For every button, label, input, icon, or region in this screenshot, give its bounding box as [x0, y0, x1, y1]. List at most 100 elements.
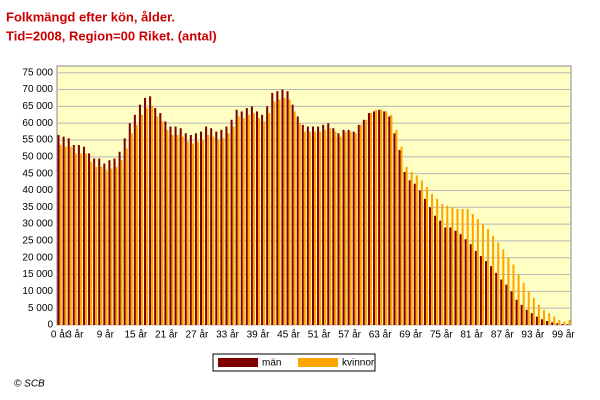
bar	[184, 133, 187, 325]
bar	[166, 129, 169, 325]
bar	[339, 136, 342, 325]
bar	[110, 168, 113, 325]
bar	[359, 124, 362, 325]
bar	[293, 111, 296, 325]
bar	[189, 134, 192, 325]
bar	[420, 180, 423, 325]
bar	[439, 220, 442, 325]
bar	[64, 146, 67, 325]
legend-swatch	[218, 358, 258, 367]
y-tick-label: 30 000	[22, 219, 53, 230]
bar	[151, 106, 154, 325]
bar	[456, 208, 459, 325]
bar	[212, 136, 215, 325]
x-tick-label: 33 år	[216, 329, 239, 341]
bar	[156, 116, 159, 325]
bar	[390, 114, 393, 325]
bar	[444, 227, 447, 325]
bar	[296, 116, 299, 325]
bar	[423, 198, 426, 325]
bar	[133, 114, 136, 325]
bar	[237, 116, 240, 325]
x-tick-label: 63 år	[369, 329, 392, 341]
bar	[115, 166, 118, 325]
bar	[459, 234, 462, 325]
bar	[367, 113, 370, 325]
bar	[520, 304, 523, 325]
bar	[105, 170, 108, 325]
bar	[369, 113, 373, 325]
bar	[298, 123, 301, 325]
bar	[342, 129, 345, 325]
bar	[566, 324, 569, 325]
bar	[57, 134, 60, 325]
bar	[505, 284, 508, 325]
bar	[258, 118, 261, 326]
bar	[286, 91, 289, 326]
bar	[556, 323, 559, 325]
y-tick-label: 75 000	[22, 67, 53, 78]
bar	[276, 91, 279, 326]
bar	[446, 205, 449, 325]
bar	[186, 141, 189, 325]
x-tick-label: 51 år	[308, 329, 331, 341]
bar	[288, 99, 291, 326]
bar	[266, 106, 269, 325]
bar	[324, 129, 327, 325]
bar	[563, 321, 566, 325]
bar	[522, 282, 525, 325]
bar	[327, 123, 330, 325]
bar	[332, 128, 335, 325]
bar	[373, 111, 376, 325]
bar	[500, 279, 503, 325]
bar	[67, 138, 70, 325]
bar	[334, 131, 337, 325]
bar	[240, 111, 243, 325]
bar	[268, 113, 271, 325]
x-tick-label: 3 år	[66, 329, 84, 341]
bar	[393, 133, 396, 325]
bar	[410, 171, 413, 325]
bar	[344, 131, 347, 325]
bar	[398, 150, 401, 325]
bar	[174, 126, 177, 325]
bar	[301, 124, 304, 325]
bar	[502, 249, 505, 325]
bar	[164, 121, 167, 325]
bar	[413, 183, 416, 325]
bar	[179, 128, 182, 325]
bar	[568, 319, 571, 325]
bar	[537, 304, 540, 325]
bar	[108, 160, 111, 325]
bar	[77, 145, 80, 325]
bar	[317, 126, 320, 325]
y-tick-label: 40 000	[22, 185, 53, 196]
bar	[250, 106, 253, 325]
bar	[415, 175, 418, 325]
bar	[95, 166, 98, 325]
bar	[93, 158, 96, 325]
y-tick-label: 10 000	[22, 286, 53, 297]
bar	[380, 109, 383, 326]
bar	[123, 138, 126, 325]
bar	[561, 323, 564, 325]
bar	[364, 119, 367, 326]
x-tick-label: 69 år	[399, 329, 422, 341]
bar	[352, 131, 355, 325]
bar	[322, 124, 325, 325]
bar	[461, 208, 464, 325]
bar	[425, 187, 428, 325]
chart-subtitle: Tid=2008, Region=00 Riket. (antal)	[6, 28, 217, 43]
bar	[62, 136, 65, 325]
bar	[128, 123, 131, 325]
bar	[74, 153, 77, 325]
bar	[525, 309, 528, 325]
bar	[395, 129, 398, 325]
y-tick-label: 65 000	[22, 101, 53, 112]
bar	[207, 134, 210, 325]
bar	[159, 113, 162, 325]
bar	[400, 146, 403, 325]
bar	[535, 316, 538, 325]
